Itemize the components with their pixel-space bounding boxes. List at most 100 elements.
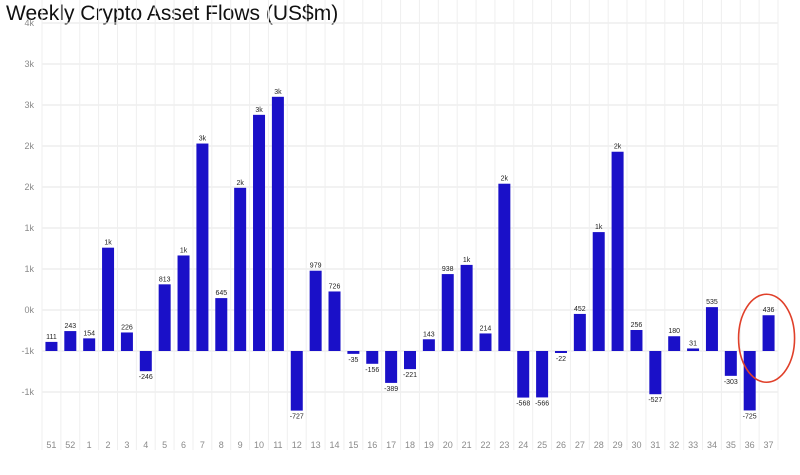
x-tick-label: 22 [480, 440, 490, 450]
bar-week-18 [404, 351, 416, 370]
data-label: 2k [501, 176, 509, 183]
x-tick-label: 10 [254, 440, 264, 450]
data-label: 180 [668, 328, 680, 335]
x-tick-label: 51 [46, 440, 56, 450]
bars [45, 96, 775, 411]
data-label: -35 [348, 357, 358, 364]
x-tick-label: 29 [613, 440, 623, 450]
bar-week-16 [366, 351, 379, 364]
data-label: 1k [180, 247, 188, 254]
data-label: -389 [384, 386, 398, 393]
data-label: 226 [121, 324, 133, 331]
bar-week-51 [45, 341, 58, 351]
data-label: 726 [329, 283, 341, 290]
bar-week-20 [441, 274, 454, 351]
x-tick-label: 16 [367, 440, 377, 450]
y-tick-label: 1k [24, 223, 34, 233]
data-label: 2k [236, 180, 244, 187]
bar-week-6 [177, 255, 190, 351]
data-label: 243 [64, 323, 76, 330]
x-tick-label: 8 [219, 440, 224, 450]
data-label: 214 [480, 325, 492, 332]
bar-week-11 [271, 96, 284, 351]
bar-week-8 [215, 298, 228, 351]
x-tick-label: 14 [330, 440, 340, 450]
bar-week-23 [498, 183, 511, 351]
data-label: -221 [403, 372, 417, 379]
x-tick-label: 15 [348, 440, 358, 450]
x-tick-label: 18 [405, 440, 415, 450]
data-label: -566 [535, 400, 549, 407]
bar-week-30 [630, 330, 643, 351]
x-tick-label: 28 [594, 440, 604, 450]
data-label: 143 [423, 331, 435, 338]
x-tick-label: 19 [424, 440, 434, 450]
bar-week-19 [422, 339, 435, 351]
bar-week-37 [762, 315, 775, 351]
y-tick-label: 1k [24, 264, 34, 274]
bar-week-2 [102, 247, 115, 351]
data-label: 3k [199, 136, 207, 143]
bar-week-15 [347, 351, 360, 354]
y-axis-labels: 4k 3k 3k 2k 2k 1k 1k 0k -1k -1k [21, 18, 34, 397]
data-label: -568 [516, 401, 530, 408]
y-tick-label: 0k [24, 305, 34, 315]
x-tick-label: 32 [669, 440, 679, 450]
y-tick-label: -1k [21, 346, 34, 356]
x-tick-label: 27 [575, 440, 585, 450]
y-tick-label: 3k [24, 100, 34, 110]
data-label: -527 [648, 397, 662, 404]
bar-week-33 [687, 348, 700, 351]
data-label: 111 [46, 334, 57, 341]
data-label: 1k [463, 257, 471, 264]
y-tick-label: 3k [24, 59, 34, 69]
x-axis-labels: 51 52 1 2 3 4 5 6 7 8 9 10 11 12 13 14 15 16 17 18 19 20 21 22 2… [46, 440, 773, 450]
x-tick-label: 30 [631, 440, 641, 450]
x-tick-label: 26 [556, 440, 566, 450]
data-label: -246 [139, 374, 153, 381]
bar-week-31 [649, 351, 662, 395]
data-label: 3k [255, 107, 263, 114]
x-tick-label: 24 [518, 440, 528, 450]
data-label: 813 [159, 276, 171, 283]
x-tick-label: 37 [764, 440, 774, 450]
bar-week-5 [158, 284, 171, 351]
data-label: 452 [574, 306, 586, 313]
x-tick-label: 6 [181, 440, 186, 450]
y-tick-label: 2k [24, 141, 34, 151]
bar-week-1 [83, 338, 96, 351]
bar-week-32 [668, 336, 681, 351]
x-tick-label: 7 [200, 440, 205, 450]
data-label: 938 [442, 266, 454, 273]
data-label: 436 [763, 307, 775, 314]
bar-week-35 [724, 351, 737, 376]
y-tick-label: -1k [21, 387, 34, 397]
x-tick-label: 3 [124, 440, 129, 450]
data-label: -22 [556, 356, 566, 363]
data-label: 645 [215, 290, 227, 297]
bar-week-24 [517, 351, 530, 398]
x-tick-label: 33 [688, 440, 698, 450]
bar-week-13 [309, 270, 322, 351]
data-label: -727 [290, 414, 304, 421]
data-label: 31 [689, 340, 697, 347]
data-label: 1k [595, 224, 603, 231]
data-label: -156 [365, 367, 379, 374]
grid-lines [41, 0, 779, 450]
x-tick-label: 11 [273, 440, 282, 450]
bar-week-28 [592, 232, 605, 351]
data-label: 979 [310, 263, 322, 270]
x-tick-label: 36 [745, 440, 755, 450]
data-labels: 111 243 154 1k 226 -246 813 1k 3k 645 2k 3k 3k -727 97… [46, 89, 774, 421]
bar-week-7 [196, 143, 209, 351]
bar-week-22 [479, 333, 492, 351]
bar-week-36 [743, 351, 756, 411]
bar-week-12 [290, 351, 303, 411]
highlight-circle [737, 293, 796, 384]
x-tick-label: 12 [292, 440, 302, 450]
bar-week-21 [460, 264, 473, 351]
data-label: 3k [274, 89, 282, 96]
data-label: -725 [743, 413, 757, 420]
data-label: 2k [614, 144, 622, 151]
